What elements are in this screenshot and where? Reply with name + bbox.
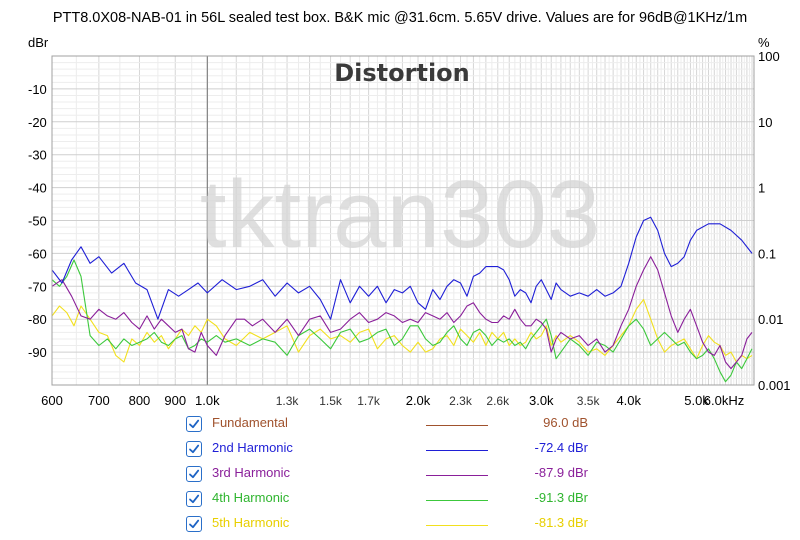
x-axis-tick-label: 1.5k: [319, 394, 343, 408]
x-axis-tick-label: 2.3k: [449, 394, 473, 408]
legend-label: 5th Harmonic: [212, 515, 290, 530]
x-axis-tick-label: 2.6k: [486, 394, 510, 408]
checkmark-icon: [189, 519, 200, 529]
legend-item-fundamental: Fundamental 96.0 dB: [186, 414, 606, 439]
legend-checkbox-5th-harmonic[interactable]: [186, 516, 202, 532]
checkmark-icon: [189, 469, 200, 479]
left-axis-tick-label: -80: [28, 312, 47, 327]
x-axis-tick-label: 3.5k: [577, 394, 601, 408]
legend-swatch-line: [426, 525, 488, 526]
legend-label: 4th Harmonic: [212, 490, 290, 505]
series-line-2nd-harmonic: [51, 216, 753, 320]
series-line-5th-harmonic: [51, 298, 753, 363]
watermark: tktran303: [200, 161, 600, 268]
x-axis-tick-label: 6.0kHz: [704, 393, 744, 408]
left-axis-tick-label: -60: [28, 246, 47, 261]
legend-value: -91.3 dBr: [534, 490, 588, 505]
subtitle-layer: Distortion: [334, 59, 470, 87]
plot-frame: [51, 55, 755, 386]
x-axis-tick-label: 800: [129, 393, 151, 408]
right-axis-tick-label: 0.01: [758, 312, 783, 327]
x-axis-tick-label: 2.0k: [406, 393, 431, 408]
right-axis-tick-label: 0.1: [758, 246, 776, 261]
chart-title: PTT8.0X08-NAB-01 in 56L sealed test box.…: [53, 10, 747, 26]
legend-value: 96.0 dB: [543, 415, 588, 430]
checkmark-icon: [189, 444, 200, 454]
legend-swatch-line: [426, 425, 488, 426]
grid: [51, 55, 754, 386]
legend-value: -72.4 dBr: [534, 440, 588, 455]
left-axis-tick-label: -70: [28, 279, 47, 294]
left-axis-tick-label: -20: [28, 115, 47, 130]
legend-checkbox-4th-harmonic[interactable]: [186, 491, 202, 507]
legend-checkbox-3rd-harmonic[interactable]: [186, 466, 202, 482]
left-axis-tick-label: -50: [28, 214, 47, 229]
series-layer: [51, 216, 753, 383]
legend-value: -87.9 dBr: [534, 465, 588, 480]
left-axis-tick-label: -90: [28, 345, 47, 360]
legend-label: Fundamental: [212, 415, 288, 430]
right-axis-tick-label: 10: [758, 115, 772, 130]
legend-item-2nd-harmonic: 2nd Harmonic -72.4 dBr: [186, 439, 606, 464]
checkmark-icon: [189, 494, 200, 504]
legend-checkbox-2nd-harmonic[interactable]: [186, 441, 202, 457]
checkmark-icon: [189, 419, 200, 429]
legend-value: -81.3 dBr: [534, 515, 588, 530]
right-axis-tick-label: 100: [758, 49, 780, 64]
legend-swatch-line: [426, 500, 488, 501]
right-axis-tick-label: 0.001: [758, 378, 791, 393]
x-axis-tick-label: 1.7k: [357, 394, 381, 408]
right-axis-label: %: [758, 35, 770, 50]
legend-swatch-line: [426, 475, 488, 476]
x-axis-tick-label: 600: [41, 393, 63, 408]
x-axis-tick-label: 1.3k: [276, 394, 300, 408]
left-axis-label: dBr: [28, 35, 49, 50]
left-axis-tick-label: -30: [28, 148, 47, 163]
left-axis-tick-label: -10: [28, 82, 47, 97]
legend-item-5th-harmonic: 5th Harmonic -81.3 dBr: [186, 514, 606, 539]
x-axis-tick-label: 1.0k: [195, 393, 220, 408]
legend-label: 2nd Harmonic: [212, 440, 293, 455]
watermark-layer: tktran303: [200, 161, 600, 268]
legend-item-4th-harmonic: 4th Harmonic -91.3 dBr: [186, 489, 606, 514]
series-line-4th-harmonic: [51, 259, 753, 383]
x-axis-tick-label: 5.0k: [684, 393, 709, 408]
x-axis-tick-label: 900: [164, 393, 186, 408]
legend-item-3rd-harmonic: 3rd Harmonic -87.9 dBr: [186, 464, 606, 489]
chart-subtitle: Distortion: [334, 59, 470, 87]
x-axis-tick-label: 4.0k: [616, 393, 641, 408]
series-line-3rd-harmonic: [51, 256, 753, 370]
left-axis-ticks: -10 -20 -30 -40 -50 -60 -70 -80 -90: [28, 82, 47, 360]
left-axis-tick-label: -40: [28, 181, 47, 196]
legend-checkbox-fundamental[interactable]: [186, 416, 202, 432]
x-axis-ticks: 600 700 800 900 1.0k 1.3k 1.5k 1.7k 2.0k 2.3k 2.6k…: [41, 393, 744, 408]
legend-label: 3rd Harmonic: [212, 465, 291, 480]
x-axis-tick-label: 3.0k: [529, 393, 554, 408]
legend-swatch-line: [426, 450, 488, 451]
right-axis-ticks: 100 10 1 0.1 0.01 0.001: [758, 49, 791, 393]
x-axis-tick-label: 700: [88, 393, 110, 408]
right-axis-tick-label: 1: [758, 181, 765, 196]
